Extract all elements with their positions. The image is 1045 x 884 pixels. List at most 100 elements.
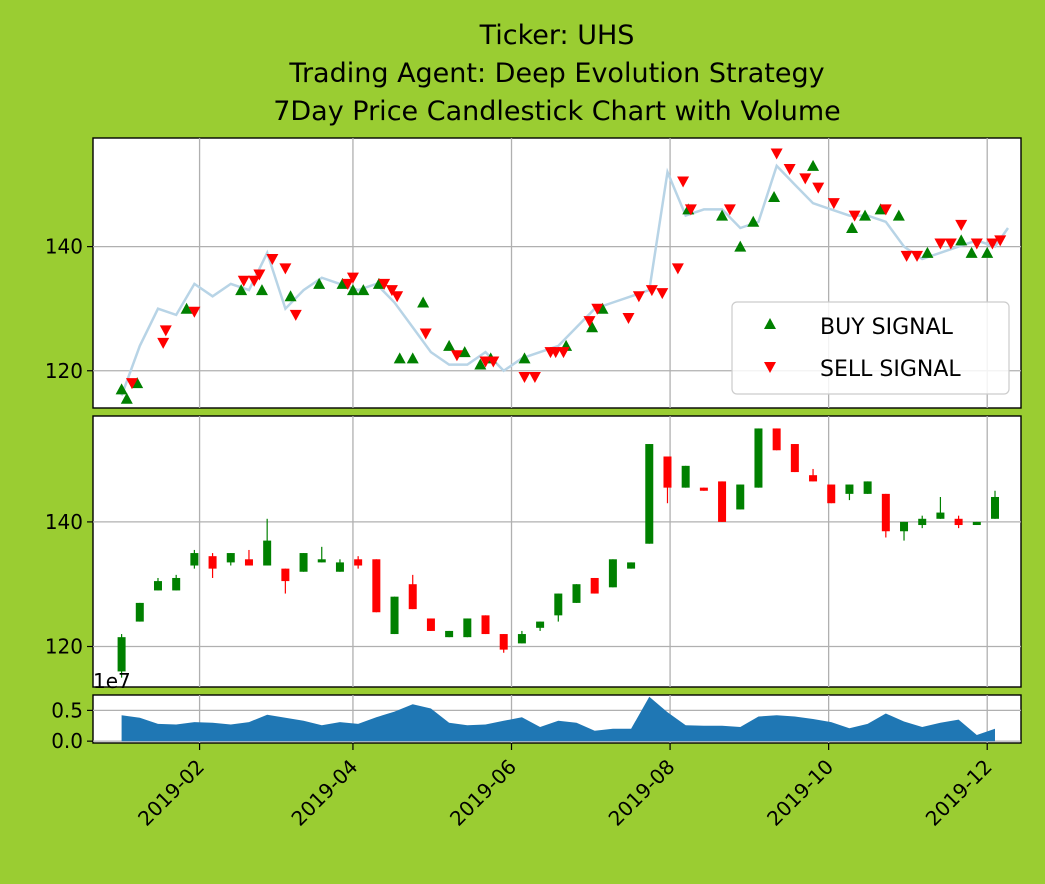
sell-signal-marker (378, 278, 391, 290)
candle-body (718, 481, 727, 522)
p2-ytick-label: 140 (45, 510, 83, 534)
sell-signal-marker (518, 371, 531, 383)
candle-body (317, 559, 326, 563)
candle-body (900, 521, 909, 532)
candle-body (863, 481, 872, 494)
candle-body (499, 634, 508, 650)
p1-ytick-label: 120 (45, 359, 83, 383)
candle-body (681, 465, 690, 488)
candle-body (736, 484, 745, 510)
candle-body (299, 553, 308, 572)
price-signal-panel: 120 140 BUY SIGNAL SELL SIGNAL (45, 137, 1022, 409)
candle-body (172, 577, 181, 591)
buy-signal-marker (734, 240, 747, 252)
buy-signal-marker (372, 277, 385, 289)
legend-box (731, 301, 1010, 395)
sell-signal-marker (157, 337, 170, 349)
candle-body (335, 562, 344, 572)
buy-signal-marker (921, 246, 934, 258)
buy-signal-marker (115, 383, 128, 395)
sell-signal-marker (266, 254, 279, 266)
candle-body (972, 521, 981, 526)
sell-signal-marker (827, 198, 840, 210)
buy-signal-marker (596, 302, 609, 314)
candle-body (463, 618, 472, 638)
sell-signal-marker (812, 182, 825, 194)
candle-body (608, 559, 617, 588)
buy-signal-marker (284, 290, 297, 302)
candle-panel-frame (92, 415, 1022, 688)
sell-signal-marker (632, 291, 645, 303)
buy-signal-marker (768, 190, 781, 202)
candle-body (372, 559, 381, 613)
buy-signal-marker (981, 246, 994, 258)
sell-signal-marker (528, 371, 541, 383)
buy-signal-marker (443, 339, 456, 351)
legend-sell-marker (764, 362, 776, 373)
candle-body (190, 553, 199, 566)
legend-buy-label: BUY SIGNAL (820, 315, 954, 340)
buy-signal-marker (417, 296, 430, 308)
candle-body (699, 487, 708, 491)
buy-signal-marker (807, 159, 820, 171)
sell-signal-marker (944, 238, 957, 250)
x-tick-label: 2019-06 (445, 755, 521, 831)
candle-body (663, 456, 672, 488)
sell-signal-marker (645, 285, 658, 297)
candle-body (590, 577, 599, 594)
sell-signal-marker (279, 263, 292, 275)
legend-buy-marker (764, 318, 776, 329)
candle-body (845, 484, 854, 494)
candle-body (809, 475, 818, 482)
candle-body (918, 518, 927, 526)
buy-signal-marker (235, 284, 248, 296)
candle-body (790, 444, 799, 473)
buy-signal-marker (874, 203, 887, 215)
sell-signal-marker (848, 210, 861, 222)
sell-signal-marker (955, 219, 968, 231)
buy-signal-marker (965, 246, 978, 258)
x-tick-label: 2019-02 (133, 755, 209, 831)
sell-signal-marker (622, 313, 635, 324)
candle-body (536, 621, 545, 628)
candle-body (390, 596, 399, 635)
sell-signal-marker (159, 325, 172, 337)
buy-signal-marker (859, 209, 872, 221)
sell-signal-marker (385, 285, 398, 297)
sell-signal-marker (253, 269, 266, 281)
sell-signal-marker (900, 250, 913, 262)
sell-signal-marker (799, 173, 812, 185)
sell-signal-marker (391, 291, 404, 303)
candlestick-panel: 120 140 (45, 415, 1022, 688)
sell-signal-marker (591, 303, 604, 315)
sell-signal-marker (419, 328, 432, 340)
sell-signal-marker (656, 288, 669, 300)
sell-signal-marker (911, 250, 924, 262)
candle-body (408, 584, 417, 610)
buy-signal-marker (255, 284, 268, 296)
buy-signal-marker (406, 352, 419, 364)
x-tick-label: 2019-08 (604, 755, 680, 831)
candle-body (627, 562, 636, 569)
buy-signal-marker (180, 302, 193, 314)
sell-signal-marker (450, 350, 463, 362)
candle-body (226, 553, 235, 563)
candle-body (117, 637, 126, 672)
buy-signal-marker (518, 352, 531, 364)
candle-body (754, 428, 763, 488)
chart-title-line-1: Ticker: UHS (479, 20, 635, 51)
p1-ytick-label: 140 (45, 235, 83, 259)
buy-signal-marker (474, 358, 487, 370)
sell-signal-marker (549, 347, 562, 359)
candle-body (936, 512, 945, 519)
sell-signal-marker (557, 347, 570, 359)
candle-body (517, 634, 526, 644)
sell-signal-marker (248, 275, 261, 287)
buy-signal-marker (846, 222, 859, 233)
candle-body (354, 559, 363, 566)
buy-signal-marker (357, 284, 370, 296)
candle-body (772, 428, 781, 451)
volume-area (121, 696, 996, 742)
buy-signal-marker (716, 209, 729, 221)
buy-signal-marker (586, 321, 599, 333)
